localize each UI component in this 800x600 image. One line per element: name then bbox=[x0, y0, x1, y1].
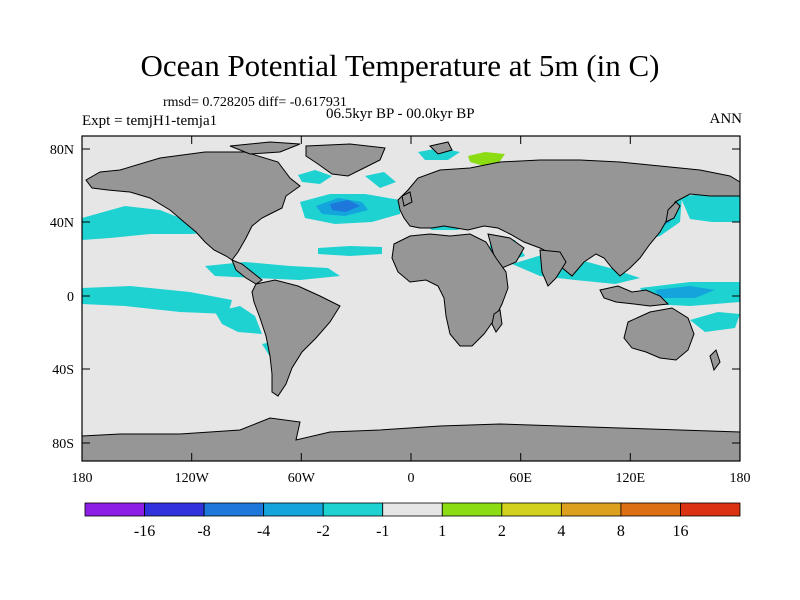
colorbar-label-5: 1 bbox=[438, 523, 446, 540]
lat-label-80s: 80S bbox=[52, 437, 74, 452]
africa-land bbox=[391, 233, 509, 347]
eurasia-land bbox=[397, 159, 741, 277]
lat-axis bbox=[82, 148, 740, 444]
greenland-sea-cool-patch bbox=[365, 172, 396, 188]
lat-label-80n: 80N bbox=[50, 143, 74, 158]
colorbar-swatch-10 bbox=[680, 502, 741, 517]
lon-axis bbox=[81, 136, 741, 461]
colorbar-labels: -16 -8 -4 -2 -1 1 2 4 8 16 bbox=[134, 523, 689, 540]
rmsd-diff-stats: rmsd= 0.728205 diff= -0.617931 bbox=[163, 95, 347, 110]
north-america-land bbox=[85, 151, 301, 261]
west-pacific-cool-band bbox=[680, 192, 740, 222]
lon-label-180e: 180 bbox=[730, 471, 751, 486]
pacific-equatorial-cool-band bbox=[82, 286, 232, 314]
australia-land bbox=[623, 307, 695, 361]
lon-label-0: 0 bbox=[408, 471, 415, 486]
lon-label-180w: 180 bbox=[72, 471, 93, 486]
lon-label-60w: 60W bbox=[288, 471, 316, 486]
south-america-land bbox=[251, 279, 341, 397]
southeast-asia-islands-land bbox=[599, 285, 670, 307]
colorbar-swatch-0 bbox=[84, 502, 145, 517]
colorbar-swatch-4 bbox=[322, 502, 384, 517]
japan-land bbox=[665, 201, 681, 223]
north-atlantic-subpolar-cool bbox=[298, 170, 332, 184]
land-masses bbox=[81, 141, 741, 462]
colorbar-label-9: 16 bbox=[672, 523, 688, 540]
gulf-stream-core-cool bbox=[330, 200, 360, 212]
british-isles-land bbox=[401, 191, 413, 207]
colorbar-swatch-2 bbox=[203, 502, 265, 517]
north-pacific-cool-band bbox=[82, 206, 232, 240]
lat-label-0: 0 bbox=[67, 290, 74, 305]
colorbar-swatch-8 bbox=[560, 502, 622, 517]
madagascar-land bbox=[491, 309, 503, 333]
tasman-cool-patch bbox=[690, 312, 740, 332]
atlantic-subtropical-cool-band bbox=[318, 246, 382, 256]
colorbar-swatch-1 bbox=[144, 502, 205, 517]
arctic-islands-land bbox=[229, 141, 301, 155]
colorbar-label-6: 2 bbox=[498, 523, 506, 540]
new-zealand-land bbox=[709, 349, 721, 372]
lon-label-120e: 120E bbox=[616, 471, 646, 486]
colorbar bbox=[84, 502, 741, 517]
colorbar-swatch-7 bbox=[501, 502, 562, 517]
east-pacific-cool-patch bbox=[215, 306, 262, 334]
experiment-label: Expt = temjH1-temja1 bbox=[82, 113, 218, 129]
svalbard-land bbox=[429, 141, 453, 155]
colorbar-label-0: -16 bbox=[134, 523, 155, 540]
colorbar-label-4: -1 bbox=[376, 523, 389, 540]
colorbar-swatch-9 bbox=[620, 502, 681, 517]
lon-label-120w: 120W bbox=[175, 471, 210, 486]
colorbar-swatch-6 bbox=[441, 502, 503, 517]
page-title: Ocean Potential Temperature at 5m (in C) bbox=[140, 48, 660, 83]
colorbar-label-1: -8 bbox=[197, 523, 210, 540]
season-label: ANN bbox=[709, 111, 743, 127]
colorbar-swatch-5 bbox=[382, 502, 443, 517]
colorbar-label-2: -4 bbox=[257, 523, 270, 540]
map-panel bbox=[81, 135, 741, 462]
lon-label-60e: 60E bbox=[509, 471, 532, 486]
colorbar-swatch-3 bbox=[263, 502, 324, 517]
colorbar-label-7: 4 bbox=[557, 523, 565, 540]
time-period-label: 06.5kyr BP - 00.0kyr BP bbox=[326, 106, 475, 122]
greenland-land bbox=[305, 143, 386, 177]
lat-label-40n: 40N bbox=[50, 216, 74, 231]
colorbar-label-3: -2 bbox=[317, 523, 330, 540]
lat-label-40s: 40S bbox=[52, 363, 74, 378]
central-america-land bbox=[231, 259, 263, 285]
west-pacific-strong-cool bbox=[655, 286, 715, 298]
colorbar-label-8: 8 bbox=[617, 523, 625, 540]
india-land bbox=[539, 249, 567, 287]
